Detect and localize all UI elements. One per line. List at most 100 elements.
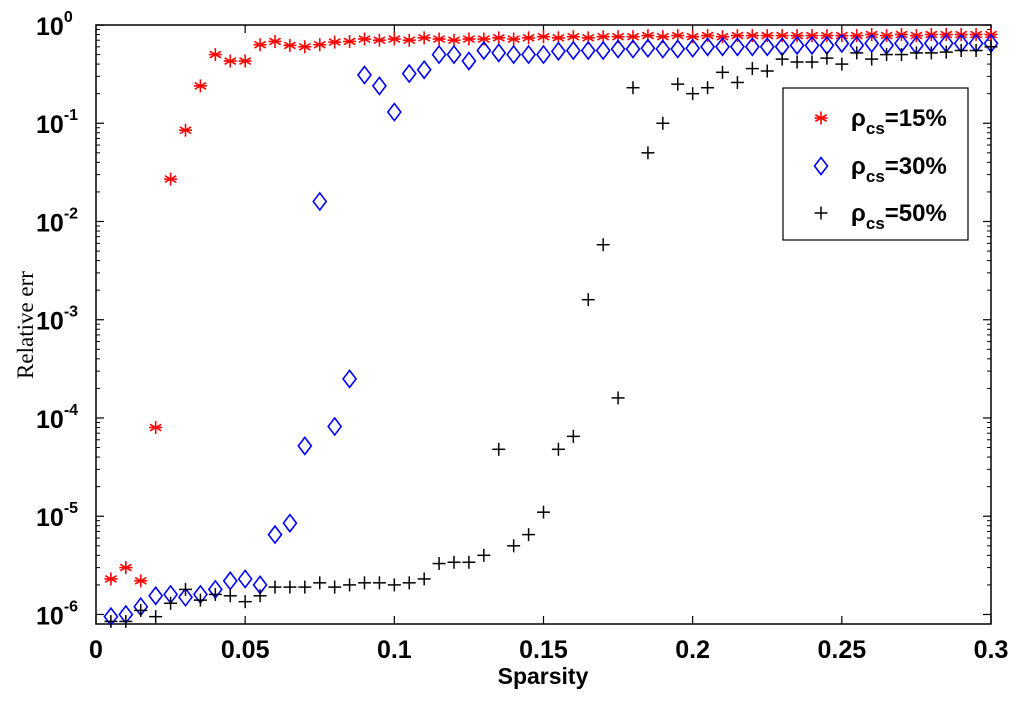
data-point-plus — [492, 442, 506, 456]
legend-marker-asterisk — [814, 111, 828, 125]
data-point-plus — [402, 576, 416, 590]
data-point-plus — [104, 614, 118, 628]
data-point-asterisk — [447, 33, 461, 47]
data-point-diamond — [759, 36, 775, 57]
legend-label: ρcs=30% — [851, 153, 947, 186]
data-point-asterisk — [522, 31, 536, 45]
data-point-plus — [984, 40, 998, 54]
y-tick-label: 10-2 — [36, 205, 78, 237]
data-point-asterisk — [134, 574, 148, 588]
data-point-plus — [387, 578, 401, 592]
data-point-plus — [193, 593, 207, 607]
data-point-plus — [149, 610, 163, 624]
data-point-plus — [626, 81, 640, 95]
data-point-plus — [775, 52, 789, 66]
legend-marker-plus — [814, 206, 828, 220]
data-point-plus — [611, 391, 625, 405]
data-point-diamond — [416, 59, 432, 80]
data-point-diamond — [670, 39, 686, 59]
y-tick-label: 10-1 — [36, 107, 78, 139]
data-point-diamond — [401, 63, 417, 84]
data-point-plus — [790, 55, 804, 69]
data-point-plus — [179, 582, 192, 596]
data-point-diamond — [625, 39, 641, 59]
data-point-plus — [447, 555, 461, 569]
data-point-asterisk — [551, 31, 565, 45]
data-point-plus — [701, 81, 715, 95]
data-point-plus — [850, 46, 864, 60]
x-tick-label: 0.05 — [221, 636, 270, 664]
data-point-plus — [820, 51, 834, 65]
y-tick-label: 10-5 — [36, 500, 78, 532]
data-point-diamond — [327, 416, 343, 437]
data-point-asterisk — [164, 172, 178, 186]
data-point-asterisk — [179, 123, 192, 137]
data-point-plus — [343, 578, 357, 592]
data-point-plus — [716, 65, 729, 79]
data-point-asterisk — [283, 38, 297, 52]
data-point-asterisk — [716, 30, 729, 44]
data-point-asterisk — [223, 54, 237, 68]
data-point-diamond — [431, 44, 447, 65]
data-point-diamond — [177, 587, 194, 607]
data-point-diamond — [789, 35, 805, 56]
legend-marker-diamond — [813, 156, 829, 176]
data-point-diamond — [312, 191, 328, 212]
data-point-asterisk — [745, 29, 759, 43]
axes: 0 0.05 0.1 0.15 0.2 0.25 0.3 10-6 10-5 10-4 10-3 10… — [36, 9, 1008, 664]
data-point-diamond — [565, 40, 581, 61]
data-point-asterisk — [343, 34, 357, 48]
data-point-asterisk — [208, 48, 222, 62]
data-point-plus — [164, 596, 178, 610]
data-point-asterisk — [432, 32, 446, 46]
data-point-plus — [835, 57, 849, 71]
data-point-asterisk — [193, 79, 207, 93]
data-point-plus — [745, 62, 759, 76]
data-point-diamond — [237, 569, 253, 589]
data-point-plus — [477, 548, 491, 562]
data-point-asterisk — [402, 33, 416, 47]
data-point-diamond — [535, 44, 552, 65]
data-point-asterisk — [253, 38, 267, 52]
data-point-diamond — [640, 38, 656, 59]
data-point-plus — [119, 614, 133, 628]
data-point-asterisk — [701, 29, 715, 43]
data-point-diamond — [267, 524, 283, 545]
data-point-plus — [283, 580, 297, 594]
data-point-plus — [969, 44, 983, 58]
data-point-plus — [268, 580, 282, 594]
data-point-plus — [223, 589, 237, 603]
data-point-plus — [939, 45, 953, 59]
data-point-diamond — [595, 40, 611, 61]
x-tick-label: 0.15 — [519, 636, 568, 664]
data-point-diamond — [297, 436, 313, 456]
data-point-diamond — [446, 44, 462, 65]
x-tick-label: 0.25 — [817, 636, 866, 664]
data-point-plus — [298, 580, 312, 594]
legend-box — [782, 87, 969, 241]
data-point-asterisk — [462, 32, 476, 46]
x-tick-label: 0 — [89, 636, 103, 664]
data-point-diamond — [580, 40, 596, 61]
y-tick-label: 10-6 — [36, 598, 78, 630]
data-point-plus — [372, 576, 386, 590]
data-point-plus — [253, 589, 267, 603]
data-point-asterisk — [492, 31, 506, 45]
data-point-diamond — [356, 65, 373, 85]
data-point-diamond — [610, 39, 626, 59]
data-point-plus — [909, 46, 923, 60]
data-point-plus — [686, 87, 700, 101]
y-tick-label: 10-3 — [36, 304, 78, 336]
data-point-diamond — [834, 33, 850, 54]
data-point-diamond — [461, 51, 477, 71]
data-point-asterisk — [328, 35, 342, 49]
data-point-plus — [417, 572, 431, 586]
data-point-diamond — [550, 41, 566, 62]
data-point-asterisk — [730, 29, 744, 43]
data-point-plus — [880, 48, 894, 62]
data-point-asterisk — [760, 29, 774, 43]
data-point-asterisk — [298, 40, 312, 54]
data-point-asterisk — [238, 54, 252, 68]
data-point-plus — [671, 77, 685, 91]
series-plus — [104, 40, 998, 628]
